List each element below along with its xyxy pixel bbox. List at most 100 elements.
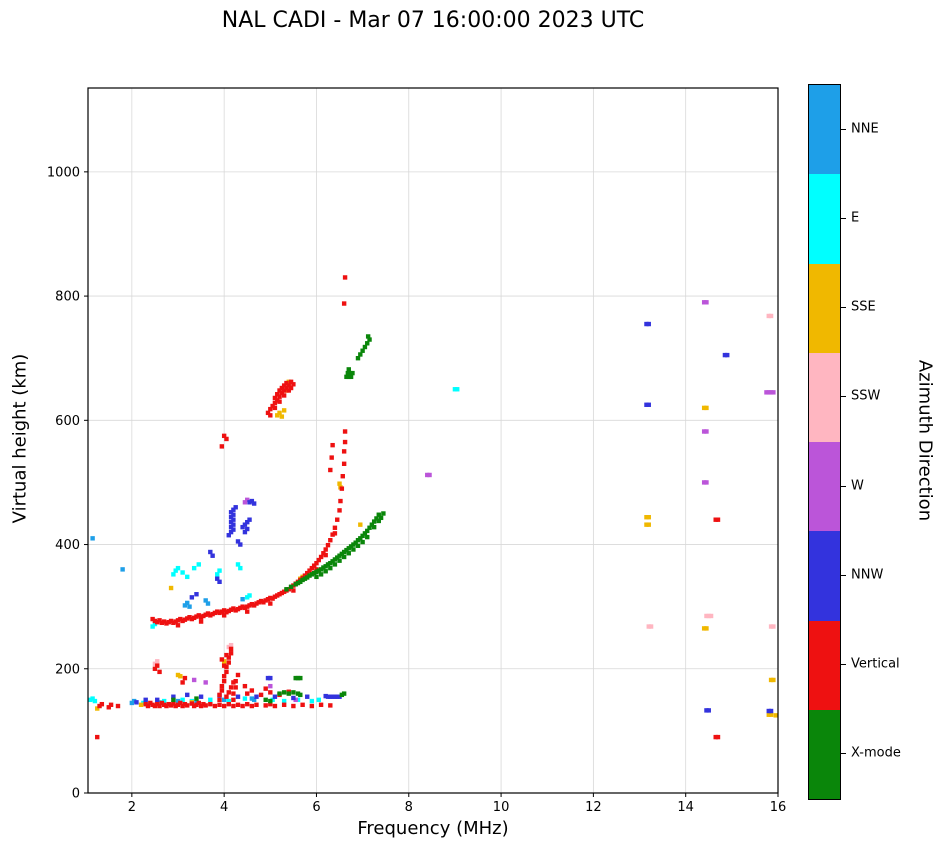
data-point-vertical bbox=[323, 552, 328, 558]
data-point-nnw bbox=[228, 524, 234, 530]
data-point-ssw bbox=[768, 624, 774, 629]
data-point-sse bbox=[644, 522, 649, 527]
data-point-vertical bbox=[713, 517, 718, 522]
data-point-vertical bbox=[157, 703, 162, 709]
data-point-x-mode bbox=[371, 519, 377, 524]
data-point-vertical bbox=[261, 600, 266, 605]
data-point-nne bbox=[129, 700, 135, 706]
y-tick-label: 200 bbox=[55, 662, 80, 677]
data-point-vertical bbox=[245, 604, 250, 609]
data-point-w bbox=[766, 390, 771, 395]
data-point-sse bbox=[766, 712, 771, 717]
data-point-nnw bbox=[337, 694, 342, 699]
data-point-vertical bbox=[157, 669, 162, 675]
data-point-sse bbox=[138, 702, 144, 707]
data-point-vertical bbox=[281, 393, 287, 398]
data-point-vertical bbox=[277, 592, 282, 597]
data-point-x-mode bbox=[305, 575, 310, 580]
data-point-x-mode bbox=[358, 352, 363, 357]
data-point-vertical bbox=[268, 413, 273, 418]
x-tick-label: 4 bbox=[220, 800, 228, 815]
data-point-vertical bbox=[291, 583, 296, 588]
data-point-vertical bbox=[337, 508, 342, 513]
data-point-e bbox=[173, 568, 178, 573]
data-point-x-mode bbox=[381, 511, 386, 516]
data-point-vertical bbox=[242, 683, 248, 689]
data-point-nnw bbox=[325, 694, 331, 699]
data-point-vertical bbox=[272, 703, 278, 709]
data-point-vertical bbox=[219, 609, 225, 614]
data-point-ssw bbox=[152, 661, 158, 667]
x-tick-label: 12 bbox=[585, 800, 602, 815]
x-tick-label: 6 bbox=[312, 800, 320, 815]
y-tick-label: 800 bbox=[55, 290, 80, 305]
data-point-w bbox=[427, 472, 432, 478]
data-point-nnw bbox=[194, 592, 199, 597]
data-point-vertical bbox=[224, 694, 229, 699]
colorbar-tick bbox=[841, 217, 846, 219]
data-point-ssw bbox=[646, 624, 651, 629]
data-point-e bbox=[180, 697, 185, 703]
data-point-nnw bbox=[238, 542, 243, 547]
data-point-vertical bbox=[219, 657, 225, 662]
data-point-nnw bbox=[328, 694, 333, 699]
data-point-sse bbox=[644, 515, 649, 520]
data-point-x-mode bbox=[332, 562, 338, 567]
data-point-x-mode bbox=[295, 675, 301, 681]
data-point-ssw bbox=[708, 613, 714, 619]
data-point-vertical bbox=[171, 620, 176, 626]
data-point-vertical bbox=[245, 691, 250, 696]
data-point-e bbox=[208, 697, 213, 703]
data-point-w bbox=[701, 480, 707, 485]
y-tick-label: 400 bbox=[55, 538, 80, 553]
data-point-sse bbox=[646, 515, 651, 520]
data-point-e bbox=[455, 387, 460, 392]
data-point-e bbox=[171, 572, 176, 577]
data-point-vertical bbox=[215, 609, 220, 614]
data-point-vertical bbox=[330, 532, 335, 537]
data-point-vertical bbox=[196, 700, 201, 706]
data-point-w bbox=[191, 677, 197, 683]
data-point-vertical bbox=[245, 701, 250, 707]
data-point-x-mode bbox=[346, 374, 351, 380]
data-point-vertical bbox=[217, 702, 222, 707]
data-point-nnw bbox=[265, 675, 271, 681]
data-point-nnw bbox=[240, 524, 245, 530]
data-point-vertical bbox=[235, 702, 241, 707]
data-point-vertical bbox=[291, 382, 296, 387]
data-point-x-mode bbox=[362, 344, 368, 350]
data-point-x-mode bbox=[284, 587, 289, 592]
data-point-vertical bbox=[277, 394, 282, 399]
data-point-e bbox=[90, 696, 95, 701]
data-point-vertical bbox=[168, 703, 174, 708]
data-point-vertical bbox=[201, 701, 206, 707]
data-point-x-mode bbox=[378, 515, 384, 521]
data-point-vertical bbox=[148, 700, 153, 706]
data-point-x-mode bbox=[316, 568, 321, 573]
azimuth-colorbar bbox=[808, 84, 841, 800]
data-point-x-mode bbox=[291, 690, 296, 695]
data-point-x-mode bbox=[348, 544, 354, 549]
data-point-vertical bbox=[284, 385, 289, 391]
data-point-nnw bbox=[725, 352, 730, 358]
data-point-w bbox=[771, 390, 776, 395]
data-point-vertical bbox=[335, 517, 340, 522]
data-point-nnw bbox=[226, 533, 231, 538]
colorbar-segment-e bbox=[809, 174, 840, 264]
data-point-nne bbox=[182, 603, 188, 608]
data-point-x-mode bbox=[360, 539, 365, 545]
data-point-vertical bbox=[272, 400, 278, 406]
data-point-sse bbox=[175, 672, 181, 678]
data-point-x-mode bbox=[341, 549, 347, 555]
data-point-vertical bbox=[268, 601, 273, 606]
colorbar-label-e: E bbox=[851, 210, 860, 226]
data-point-nnw bbox=[305, 694, 310, 699]
data-point-x-mode bbox=[341, 691, 347, 696]
data-point-x-mode bbox=[268, 698, 273, 704]
data-point-vertical bbox=[198, 703, 204, 709]
data-point-nne bbox=[203, 598, 208, 603]
data-point-sse bbox=[281, 408, 287, 413]
data-point-vertical bbox=[166, 701, 171, 707]
data-point-vertical bbox=[182, 675, 188, 681]
